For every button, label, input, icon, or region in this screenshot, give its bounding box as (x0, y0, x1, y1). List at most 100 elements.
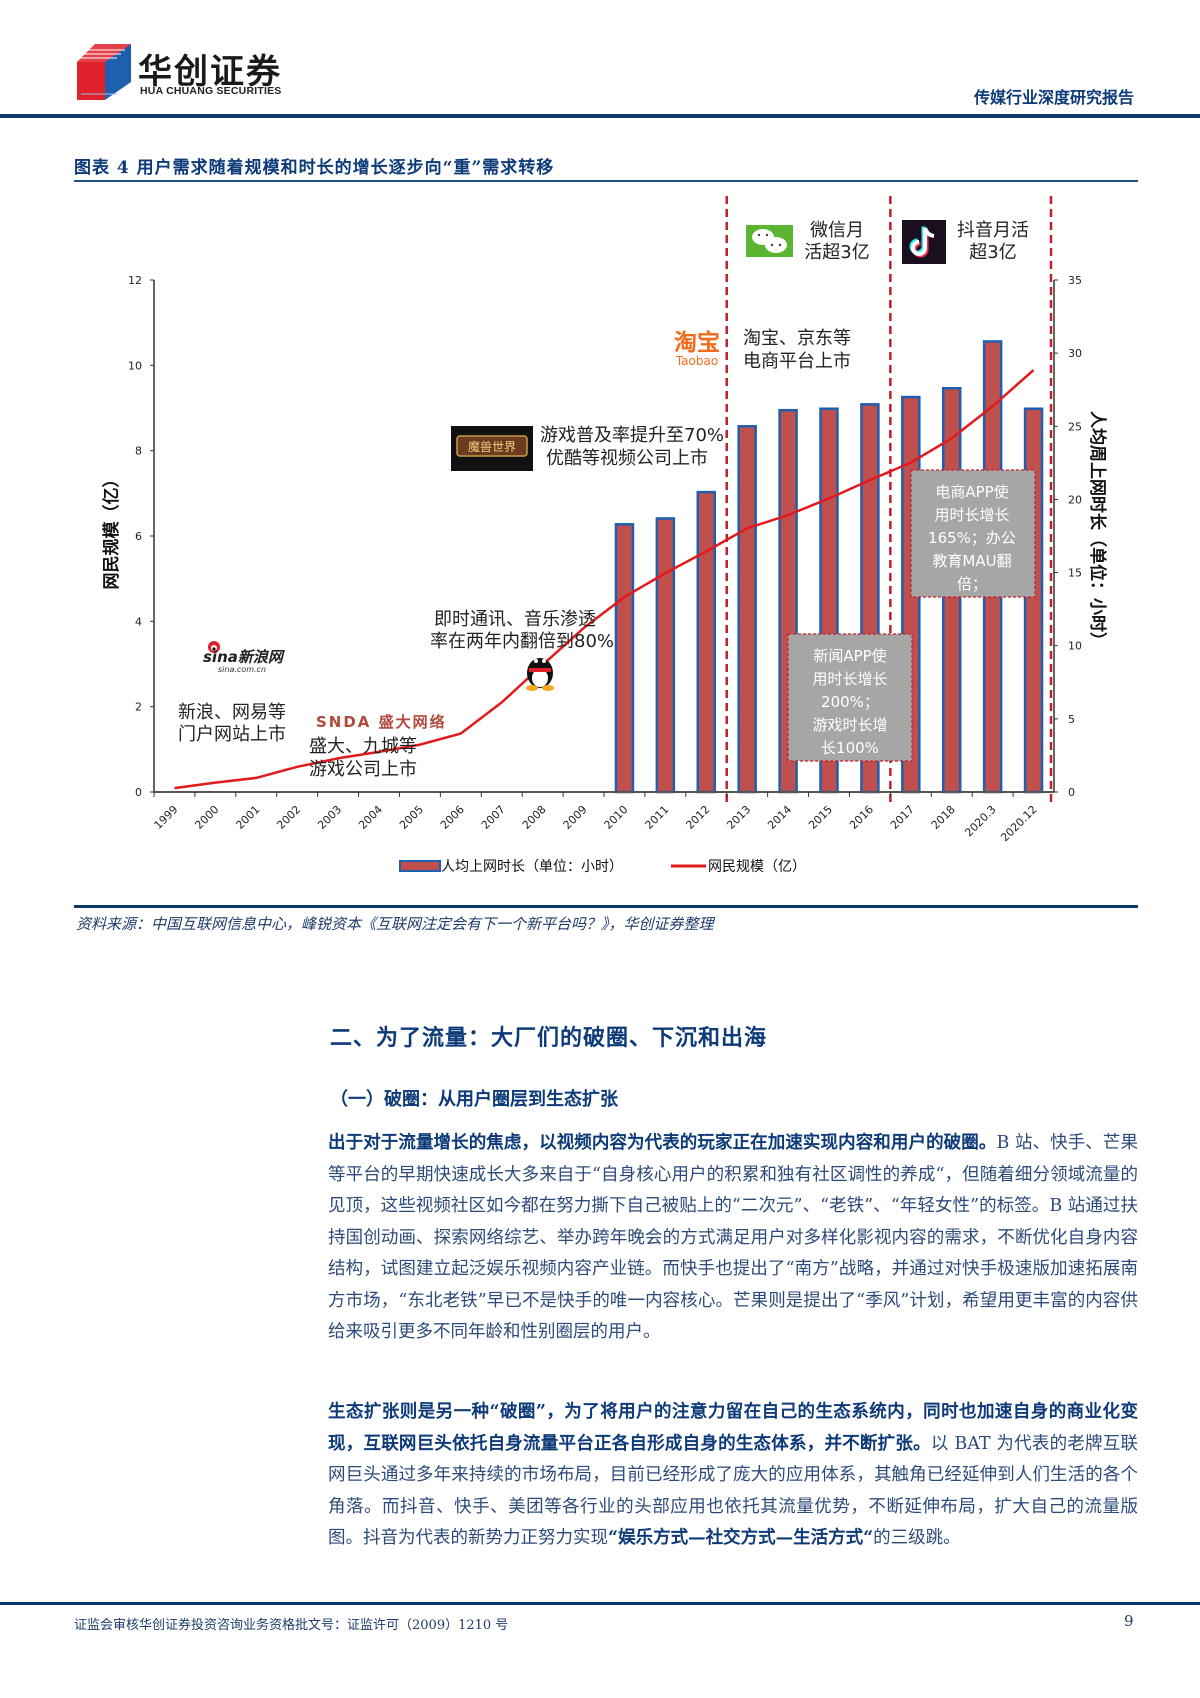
annotation-im-2: 率在两年内翻倍到80% (430, 631, 614, 652)
annotation-ecommerce-2: 电商平台上市 (743, 351, 851, 372)
svg-text:2000: 2000 (192, 803, 221, 832)
svg-text:用时长增长: 用时长增长 (934, 506, 1009, 524)
paragraph-2-quote: “娱乐方式—社交方式—生活方式“ (608, 1528, 874, 1548)
svg-text:新闻APP使: 新闻APP使 (813, 647, 886, 665)
paragraph-2: 生态扩张则是另一种“破圈”，为了将用户的注意力留在自己的生态系统内，同时也加速自… (328, 1397, 1138, 1555)
svg-text:2020.12: 2020.12 (998, 803, 1039, 844)
svg-text:4: 4 (135, 615, 142, 628)
legend-bar-label: 人均上网时长（单位：小时） (441, 859, 623, 875)
svg-text:8: 8 (135, 445, 142, 458)
svg-text:5: 5 (1068, 713, 1075, 726)
svg-text:2: 2 (135, 701, 142, 714)
svg-text:30: 30 (1068, 347, 1082, 360)
svg-text:0: 0 (135, 786, 142, 799)
figure-title-underline (74, 180, 1138, 182)
footer-license: 证监会审核华创证券投资咨询业务资格批文号：证监许可（2009）1210 号 (74, 1618, 509, 1633)
source-divider (74, 905, 1138, 908)
paragraph-1: 出于对于流量增长的焦虑，以视频内容为代表的玩家正在加速实现内容和用户的破圈。B … (328, 1128, 1138, 1349)
svg-text:Taobao: Taobao (675, 354, 718, 368)
annotation-wechat-1: 微信月 (810, 220, 864, 241)
annotation-im-1: 即时通讯、音乐渗透 (434, 609, 596, 630)
legend-bar-swatch (399, 860, 441, 872)
ecommerce-app-callout: 电商APP使 用时长增长 165%；办公 教育MAU翻 倍； (910, 469, 1036, 598)
svg-text:0: 0 (1068, 786, 1075, 799)
svg-text:2003: 2003 (315, 803, 344, 832)
annotation-games-2: 游戏公司上市 (309, 759, 417, 780)
logo-chinese-name: 华创证券 (138, 52, 282, 92)
paragraph-2-body: 以 BAT 为代表的老牌互联网巨头通过多年来持续的市场布局，目前已经形成了庞大的… (328, 1433, 1139, 1549)
era-dividers (725, 196, 1053, 802)
taobao-logo-icon: 淘宝 Taobao (674, 329, 720, 368)
svg-text:35: 35 (1068, 274, 1082, 287)
svg-text:6: 6 (135, 530, 142, 543)
figure-title: 图表 4 用户需求随着规模和时长的增长逐步向“重”需求转移 (74, 158, 555, 178)
sina-logo-icon: sina新浪网 sina.com.cn (203, 641, 286, 674)
svg-text:淘宝: 淘宝 (674, 329, 720, 356)
chart-legend: 人均上网时长（单位：小时） 网民规模（亿） (399, 859, 806, 875)
annotation-douyin-1: 抖音月活 (957, 220, 1029, 241)
svg-text:10: 10 (128, 359, 142, 372)
svg-text:sina.com.cn: sina.com.cn (218, 665, 266, 674)
annotation-game-video-2: 优酷等视频公司上市 (546, 448, 708, 469)
svg-text:1999: 1999 (152, 803, 181, 832)
news-app-callout: 新闻APP使 用时长增长 200%； 游戏时长增 长100% (787, 633, 913, 762)
annotation-portal-1: 新浪、网易等 (178, 702, 286, 723)
svg-text:2009: 2009 (561, 803, 590, 832)
figure-source: 资料来源：中国互联网信息中心，峰锐资本《互联网注定会有下一个新平台吗？》，华创证… (76, 915, 714, 933)
wow-logo-icon: 魔兽世界 (451, 426, 533, 471)
svg-text:2015: 2015 (806, 803, 835, 832)
wechat-logo-icon (746, 225, 793, 257)
annotation-wechat-2: 活超3亿 (804, 242, 869, 263)
svg-text:2008: 2008 (520, 803, 549, 832)
footer-divider (0, 1602, 1200, 1605)
annotation-portal-2: 门户网站上市 (178, 724, 286, 745)
annotation-douyin-2: 超3亿 (969, 242, 1016, 263)
right-axis-label: 人均周上网时长（单位：小时） (1087, 411, 1108, 649)
svg-text:10: 10 (1068, 640, 1082, 653)
svg-text:2013: 2013 (724, 803, 753, 832)
douyin-logo-icon (902, 220, 946, 264)
svg-text:20: 20 (1068, 493, 1082, 506)
svg-text:200%；: 200%； (821, 693, 879, 711)
svg-text:2006: 2006 (438, 803, 467, 832)
svg-text:2016: 2016 (847, 803, 876, 832)
snda-logo-icon: SNDA 盛大网络 (316, 713, 447, 731)
logo-english-name: HUA CHUANG SECURITIES (140, 85, 282, 97)
svg-text:165%；办公: 165%；办公 (928, 529, 1016, 547)
page-number: 9 (1124, 1612, 1134, 1630)
svg-text:2012: 2012 (683, 803, 712, 832)
report-type: 传媒行业深度研究报告 (973, 88, 1134, 107)
svg-text:2017: 2017 (888, 803, 917, 832)
line-series-netizens (174, 369, 1035, 790)
svg-text:2007: 2007 (479, 803, 508, 832)
left-axis-label: 网民规模（亿） (101, 471, 122, 590)
svg-text:2014: 2014 (765, 803, 794, 832)
paragraph-1-lead: 出于对于流量增长的焦虑，以视频内容为代表的玩家正在加速实现内容和用户的破圈。 (328, 1133, 997, 1153)
paragraph-2-lead: 生态扩张则是另一种“破圈”，为了将用户的注意力留在自己的生态系统内，同时也加速自… (328, 1402, 1138, 1454)
annotation-games-1: 盛大、九城等 (309, 736, 417, 757)
svg-text:魔兽世界: 魔兽世界 (468, 439, 516, 454)
paragraph-2-tail: 的三级跳。 (873, 1528, 961, 1548)
svg-text:2001: 2001 (233, 803, 262, 832)
svg-text:2020.3: 2020.3 (962, 803, 998, 839)
subsection-heading: （一）破圈：从用户圈层到生态扩张 (330, 1089, 618, 1110)
svg-text:sina新浪网: sina新浪网 (203, 648, 286, 666)
svg-text:15: 15 (1068, 567, 1082, 580)
svg-text:倍；: 倍； (957, 575, 987, 593)
svg-text:2011: 2011 (642, 803, 671, 832)
svg-text:2002: 2002 (274, 803, 303, 832)
svg-text:25: 25 (1068, 420, 1082, 433)
annotation-game-video-1: 游戏普及率提升至70% (540, 425, 724, 446)
svg-text:用时长增长: 用时长增长 (812, 670, 887, 688)
annotation-ecommerce-1: 淘宝、京东等 (743, 328, 851, 349)
combo-chart: 0 2 4 6 8 10 12 0 5 10 15 20 25 30 35 1999 2000 2001 2002 2… (101, 196, 1108, 875)
svg-text:电商APP使: 电商APP使 (935, 483, 1008, 501)
svg-text:教育MAU翻: 教育MAU翻 (932, 552, 1011, 570)
svg-text:游戏时长增: 游戏时长增 (812, 716, 887, 734)
svg-text:2010: 2010 (602, 803, 631, 832)
section-heading: 二、为了流量：大厂们的破圈、下沉和出海 (330, 1025, 768, 1051)
page-header: 华创证券 HUA CHUANG SECURITIES 传媒行业深度研究报告 (0, 0, 1200, 118)
svg-text:2018: 2018 (929, 803, 958, 832)
paragraph-1-body: B 站、快手、芒果等平台的早期快速成长大多来自于“自身核心用户的积累和独有社区调… (328, 1133, 1138, 1342)
hua-chuang-logo-icon (77, 44, 131, 100)
